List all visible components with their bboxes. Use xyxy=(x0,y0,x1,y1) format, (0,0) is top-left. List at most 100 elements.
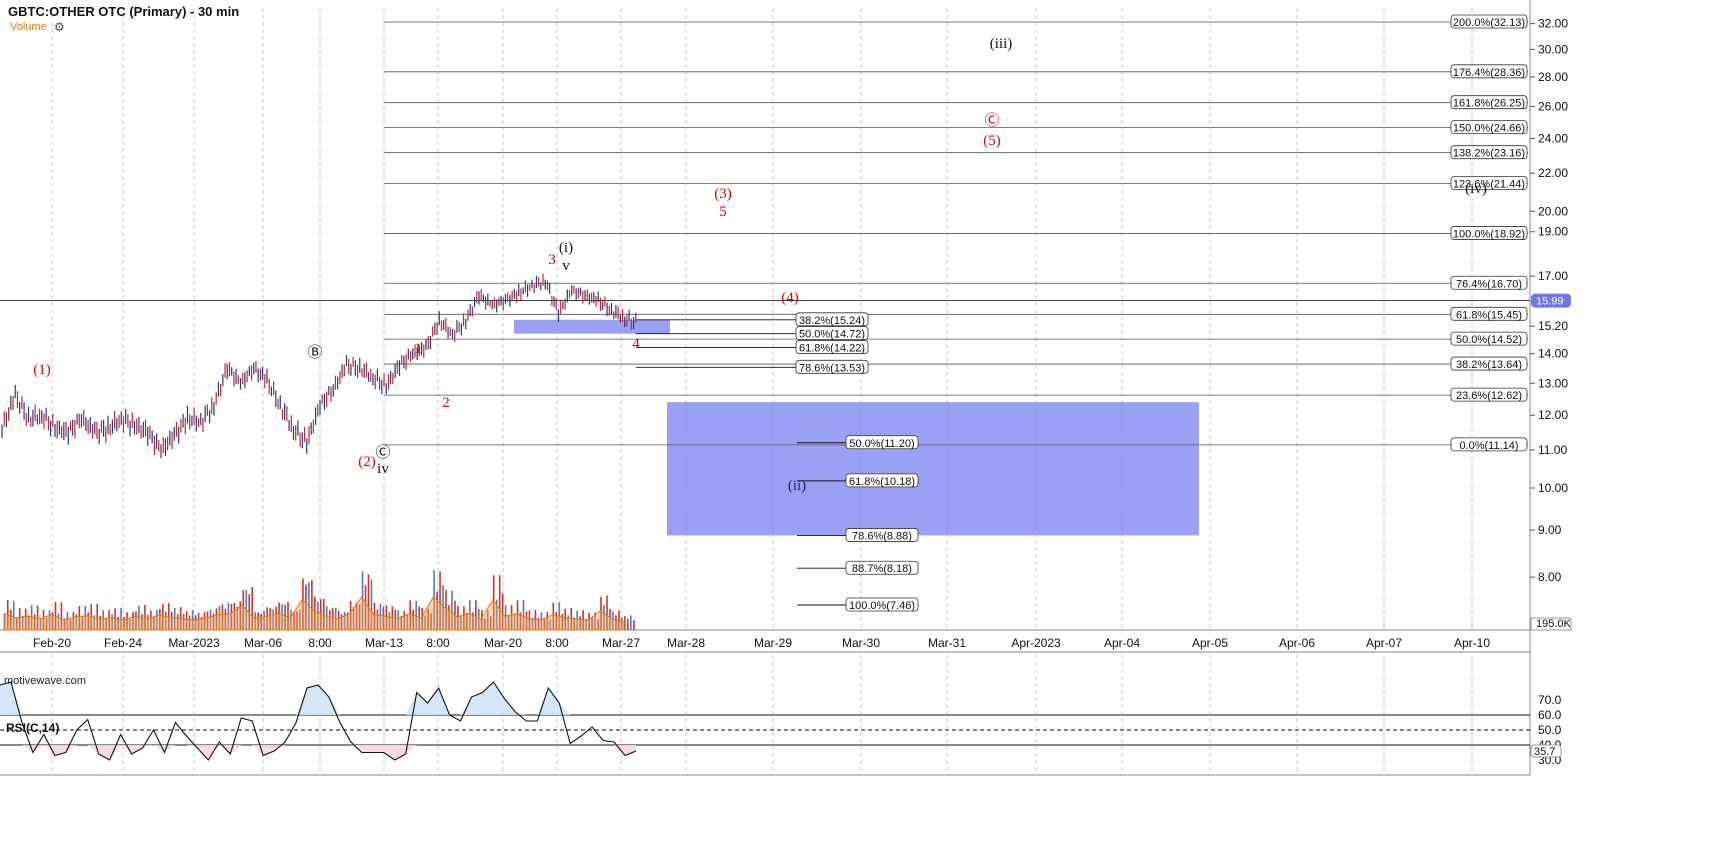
volume-bar xyxy=(543,618,546,630)
wave-label-17: (iv) xyxy=(1465,181,1487,197)
volume-bar xyxy=(15,617,18,630)
volume-bar xyxy=(269,608,271,630)
y-tick-label-2: 10.00 xyxy=(1538,481,1568,495)
y-tick-label-11: 22.00 xyxy=(1538,166,1568,180)
volume-bar xyxy=(257,612,259,630)
fib-small-0-box xyxy=(795,312,869,327)
volume-bar xyxy=(144,605,146,630)
x-tick-label-13: Mar-31 xyxy=(928,636,966,650)
fib-right-7-label: 76.4%(16.70) xyxy=(1456,278,1522,290)
volume-bar xyxy=(147,614,149,630)
volume-bar xyxy=(373,602,376,630)
volume-bar xyxy=(597,619,599,630)
volume-bar xyxy=(212,613,215,630)
volume-bar xyxy=(164,611,167,630)
x-tick-label-9: Mar-27 xyxy=(602,636,640,650)
fib-mid-3-label: 88.7%(8.18) xyxy=(852,563,912,575)
fib-mid-4-label: 100.0%(7.46) xyxy=(849,600,915,612)
gear-icon[interactable]: ⚙ xyxy=(54,20,65,34)
volume-bar xyxy=(540,612,543,630)
wave-label-13: 5 xyxy=(719,204,727,220)
volume-bar xyxy=(322,598,325,630)
volume-bar xyxy=(197,613,200,630)
volume-bar xyxy=(302,578,304,630)
rsi-tick-label-4: 70.0 xyxy=(1538,693,1562,707)
wave-label-11: (4) xyxy=(781,290,799,306)
fib-right-11-label: 23.6%(12.62) xyxy=(1456,390,1522,402)
fib-right-5-box xyxy=(1450,176,1528,190)
volume-bar xyxy=(299,609,301,630)
volume-bar xyxy=(325,606,328,630)
fib-right-3-box xyxy=(1450,120,1528,135)
fib-right-4-box xyxy=(1450,145,1528,160)
fib-right-3-label: 150.0%(24.66) xyxy=(1453,123,1525,135)
price-axis: 8.00 9.00 10.00 11.00 12.00 13.00 14.00 15.20 17… xyxy=(1530,17,1572,631)
volume-bar xyxy=(200,616,203,630)
fib-right-10-label: 38.2%(13.64) xyxy=(1456,359,1522,371)
volume-indicator-label[interactable]: Volume xyxy=(10,21,47,33)
volume-bar xyxy=(546,612,549,630)
volume-bar xyxy=(472,612,474,630)
volume-bar xyxy=(489,616,492,630)
volume-bar xyxy=(242,590,245,630)
y-tick-label-5: 13.00 xyxy=(1538,376,1568,390)
volume-bar xyxy=(537,617,540,630)
volume-bar xyxy=(448,605,450,630)
volume-bar xyxy=(439,571,441,630)
volume-average-area xyxy=(3,596,625,631)
volume-bar xyxy=(457,606,459,630)
volume-bar xyxy=(427,608,429,630)
fib-right-6-label: 100.0%(18.92) xyxy=(1453,228,1525,240)
price-bars xyxy=(1,273,637,459)
rsi-indicator-label[interactable]: RSI(C,14) xyxy=(6,721,60,735)
fib-right-6-box xyxy=(1450,226,1528,240)
volume-bar xyxy=(39,617,42,630)
volume-bar xyxy=(355,602,358,630)
volume-bar xyxy=(42,610,45,630)
volume-bar xyxy=(24,608,27,630)
volume-bar xyxy=(528,610,531,630)
rsi-tick-label-2: 50.0 xyxy=(1538,723,1562,737)
volume-bar xyxy=(284,604,286,630)
volume-bar xyxy=(409,600,412,630)
y-tick-label-3: 11.00 xyxy=(1538,443,1567,457)
volume-bar xyxy=(552,602,555,630)
volume-bar xyxy=(364,585,367,630)
volume-bar xyxy=(433,570,435,630)
y-tick-label-6: 14.00 xyxy=(1538,347,1568,361)
fib-right-8-label: 61.8%(15.45) xyxy=(1456,309,1522,321)
fib-right-1-box xyxy=(1450,64,1528,79)
volume-bar xyxy=(60,602,63,630)
volume-bar xyxy=(400,616,403,630)
y-tick-label-0: 8.00 xyxy=(1538,570,1562,584)
volume-bar xyxy=(230,603,233,630)
fib-mid-1-label: 61.8%(10.18) xyxy=(849,476,915,488)
volume-bar xyxy=(281,604,283,630)
volume-bar xyxy=(120,608,122,630)
volume-bar xyxy=(594,612,596,630)
volume-bar xyxy=(260,613,262,630)
wave-label-4: Ⓑ xyxy=(307,344,322,361)
volume-bar xyxy=(99,616,101,630)
x-tick-label-6: 8:00 xyxy=(426,636,450,650)
fib-mid-0-label: 50.0%(11.20) xyxy=(849,438,914,450)
volume-bar xyxy=(370,579,373,630)
volume-bar xyxy=(498,575,501,630)
x-tick-label-14: Apr-2023 xyxy=(1011,636,1061,650)
volume-bar xyxy=(176,614,179,630)
volume-bar xyxy=(182,613,185,630)
volume-bar xyxy=(346,612,349,630)
wave-ii-support-zone xyxy=(667,402,1199,536)
volume-bar xyxy=(621,617,623,630)
volume-bar xyxy=(531,617,534,630)
volume-bar xyxy=(188,615,191,630)
volume-bar xyxy=(63,618,66,630)
last-price-badge xyxy=(1531,293,1571,308)
volume-bar xyxy=(239,601,242,630)
volume-bar xyxy=(224,608,227,630)
volume-bar xyxy=(483,618,486,630)
x-tick-label-15: Apr-04 xyxy=(1104,636,1140,650)
volume-bar xyxy=(233,602,236,630)
volume-axis-label: 195.0K xyxy=(1536,618,1572,630)
